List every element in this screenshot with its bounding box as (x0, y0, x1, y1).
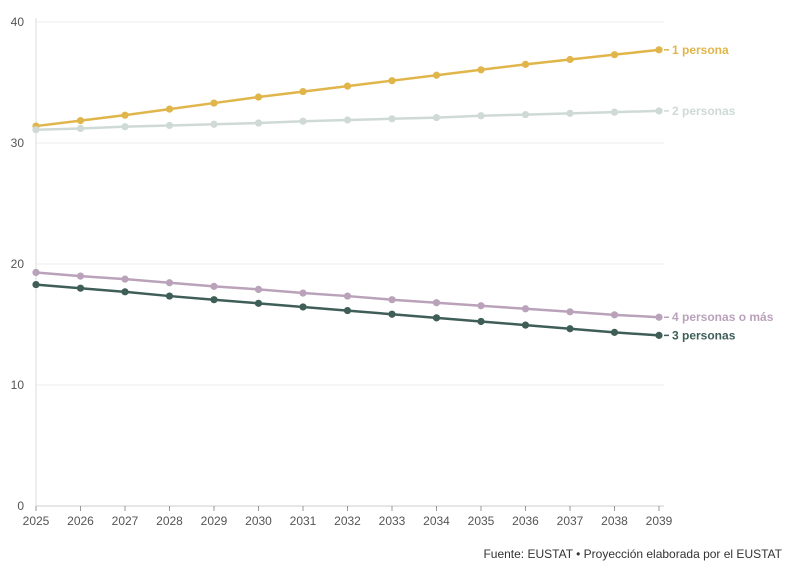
grid-lines (36, 21, 664, 507)
data-point (165, 121, 174, 130)
x-tick-label: 2026 (67, 514, 94, 528)
data-point (299, 117, 307, 125)
x-tick-label: 2039 (646, 514, 673, 528)
series-label-2-personas: 2 personas (672, 104, 736, 118)
data-point (432, 113, 441, 122)
data-point (210, 296, 218, 304)
x-tick-label: 2034 (423, 514, 450, 528)
data-point (566, 109, 574, 117)
data-point (521, 321, 530, 329)
data-point (610, 311, 619, 319)
data-point (343, 306, 352, 315)
x-tick-label: 2033 (379, 514, 406, 528)
data-point (165, 292, 174, 300)
data-point (388, 77, 396, 85)
data-point (477, 302, 485, 310)
data-point (121, 123, 129, 131)
series-labels: 1 persona 2 personas 4 personas o más 3 per… (664, 43, 774, 342)
data-point (566, 308, 574, 316)
data-point (521, 60, 530, 68)
data-point (343, 82, 352, 90)
x-tick-label: 2029 (201, 514, 228, 528)
data-point (610, 51, 619, 59)
series-label-4-personas-o-m-s: 4 personas o más (672, 310, 774, 324)
y-tick-label: 10 (11, 378, 25, 392)
source-note: Fuente: EUSTAT • Proyección elaborada po… (483, 547, 782, 561)
x-tick-label: 2025 (23, 514, 50, 528)
series-label-3-personas: 3 personas (672, 328, 736, 342)
y-tick-label: 0 (17, 499, 24, 513)
x-tick-label: 2032 (334, 514, 361, 528)
data-point (121, 275, 129, 283)
data-point (254, 93, 263, 101)
data-point (343, 116, 352, 124)
data-point (655, 313, 663, 321)
x-tick-label: 2027 (112, 514, 139, 528)
data-point (343, 292, 352, 300)
data-point (299, 289, 307, 297)
data-point (165, 105, 174, 113)
data-point (566, 55, 574, 64)
y-tick-label: 30 (11, 136, 25, 150)
data-point (254, 119, 263, 127)
y-tick-label: 40 (11, 15, 25, 29)
data-point (610, 108, 619, 116)
data-point (388, 296, 396, 304)
data-point (121, 288, 129, 296)
series-group (32, 46, 663, 339)
data-point (655, 46, 663, 54)
data-point (76, 117, 85, 125)
data-point (121, 111, 129, 119)
data-point (76, 272, 85, 280)
y-tick-label: 20 (11, 257, 25, 271)
x-tick-label: 2028 (156, 514, 183, 528)
data-point (566, 325, 574, 333)
data-point (254, 285, 263, 294)
data-point (655, 331, 663, 339)
data-point (299, 303, 307, 311)
data-point (610, 328, 619, 336)
x-tick-label: 2037 (557, 514, 584, 528)
data-point (388, 115, 396, 123)
x-tick-label: 2030 (245, 514, 272, 528)
data-point (655, 107, 663, 115)
data-point (477, 317, 485, 326)
data-point (521, 305, 530, 313)
data-point (299, 87, 307, 96)
data-point (32, 280, 40, 289)
x-tick-label: 2035 (468, 514, 495, 528)
data-point (76, 284, 85, 292)
data-point (210, 120, 218, 128)
data-point (388, 310, 396, 318)
data-point (477, 112, 485, 120)
data-point (521, 110, 530, 119)
data-point (210, 99, 218, 107)
data-point (432, 314, 441, 322)
x-tick-label: 2038 (601, 514, 628, 528)
data-point (210, 282, 218, 290)
data-point (165, 279, 174, 287)
data-point (432, 299, 441, 307)
data-point (32, 126, 40, 134)
data-point (32, 268, 40, 277)
data-point (76, 124, 85, 133)
x-tick-label: 2031 (290, 514, 317, 528)
data-point (477, 66, 485, 74)
series-label-1-persona: 1 persona (672, 43, 729, 57)
data-point (254, 299, 263, 307)
data-point (432, 71, 441, 79)
x-tick-label: 2036 (512, 514, 539, 528)
